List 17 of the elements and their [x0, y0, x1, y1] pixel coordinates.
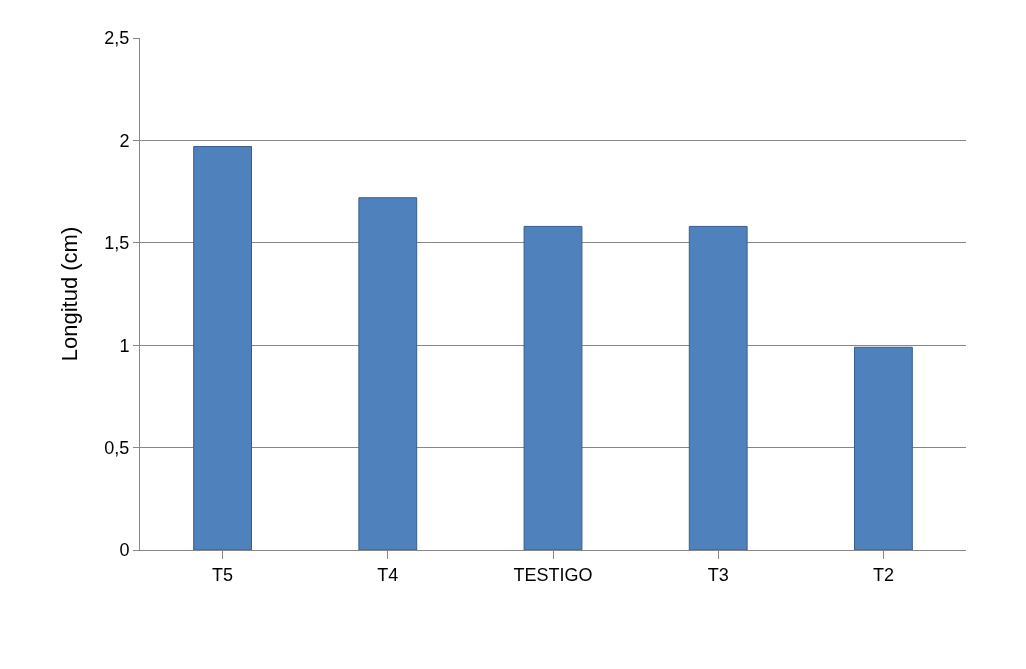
- x-tick-label: T2: [872, 564, 894, 585]
- y-axis-title: Longitud (cm): [57, 226, 83, 362]
- bar: [523, 225, 583, 550]
- y-tick-label: 0,5: [104, 437, 130, 458]
- x-tick-label: T3: [707, 564, 729, 585]
- bar: [358, 197, 418, 550]
- y-tick-label: 1: [119, 335, 130, 356]
- bar: [688, 225, 748, 550]
- y-tick-label: 2,5: [104, 28, 130, 49]
- y-tick-label: 2: [119, 130, 130, 151]
- y-tick-label: 1,5: [104, 233, 130, 254]
- y-tick-label: 0: [119, 540, 130, 561]
- bar: [853, 346, 913, 550]
- x-tick-label: T5: [212, 564, 234, 585]
- bar: [193, 146, 253, 550]
- x-tick-label: TESTIGO: [513, 564, 593, 585]
- x-tick-label: T4: [377, 564, 399, 585]
